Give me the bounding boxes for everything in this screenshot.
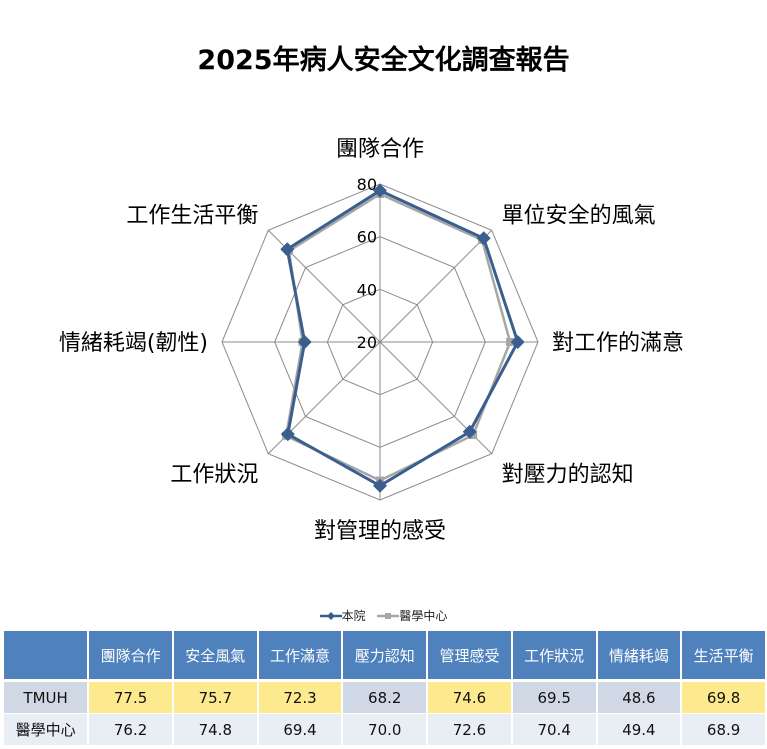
axis-label: 單位安全的風氣	[502, 203, 656, 228]
axis-label: 情緒耗竭(韌性)	[59, 331, 208, 356]
table-cell: 49.4	[597, 714, 681, 745]
column-header: 管理感受	[428, 631, 511, 682]
table-cell: 68.9	[682, 714, 765, 745]
tick-label: 40	[357, 280, 377, 299]
row-label: 醫學中心	[4, 714, 88, 745]
table-cell: 69.4	[258, 714, 342, 745]
data-point	[373, 183, 387, 198]
axis-label: 工作狀況	[170, 463, 258, 488]
legend: 本院 醫學中心	[0, 607, 767, 624]
table-cell: 77.5	[89, 682, 172, 714]
tick-label: 60	[357, 228, 377, 247]
column-header: 情緒耗竭	[597, 631, 681, 682]
table-cell: 69.5	[512, 682, 596, 714]
table-cell: 74.6	[428, 682, 511, 714]
data-point	[373, 478, 387, 493]
table-cell: 74.8	[173, 714, 257, 745]
axis-label: 團隊合作	[336, 137, 424, 162]
table-cell: 48.6	[597, 682, 681, 714]
table-row: TMUH 77.5 75.7 72.3 68.2 74.6 69.5 48.6 69.8	[4, 682, 765, 714]
column-header: 團隊合作	[89, 631, 172, 682]
axis-label: 對工作的滿意	[552, 331, 684, 356]
legend-label: 醫學中心	[399, 609, 448, 623]
table-cell: 70.4	[512, 714, 596, 745]
axis-label: 工作生活平衡	[126, 203, 258, 228]
data-point	[280, 427, 295, 442]
column-header: 生活平衡	[682, 631, 765, 682]
table-cell: 72.3	[258, 682, 342, 714]
table-cell: 72.6	[428, 714, 511, 745]
legend-item-tmuh: 本院	[319, 607, 366, 624]
table-header-row: 團隊合作 安全風氣 工作滿意 壓力認知 管理感受 工作狀況 情緒耗竭 生活平衡	[4, 631, 765, 682]
legend-item-medical-center: 醫學中心	[377, 607, 447, 624]
diamond-line-icon	[319, 611, 342, 620]
data-point	[510, 335, 525, 349]
data-point	[476, 231, 491, 246]
data-point	[462, 424, 477, 439]
data-point	[506, 338, 515, 346]
legend-label: 本院	[341, 609, 366, 623]
table-cell: 76.2	[89, 714, 172, 745]
table-cell: 68.2	[343, 682, 427, 714]
axis-label: 對壓力的認知	[502, 463, 634, 488]
column-header: 工作狀況	[512, 631, 596, 682]
tick-label: 20	[357, 333, 377, 352]
table-cell: 69.8	[682, 682, 765, 714]
tick-label: 80	[357, 175, 377, 194]
chart-title: 2025年病人安全文化調查報告	[197, 45, 570, 76]
row-label: TMUH	[4, 682, 88, 714]
column-header: 安全風氣	[173, 631, 257, 682]
table-row: 醫學中心 76.2 74.8 69.4 70.0 72.6 70.4 49.4 68.9	[4, 714, 765, 745]
column-header	[4, 631, 88, 682]
data-table: 團隊合作 安全風氣 工作滿意 壓力認知 管理感受 工作狀況 情緒耗竭 生活平衡 TMUH 77.…	[2, 631, 767, 745]
table-cell: 75.7	[173, 682, 257, 714]
table-cell: 70.0	[343, 714, 427, 745]
grid-spoke	[379, 229, 493, 343]
axis-label: 對管理的感受	[314, 519, 446, 544]
column-header: 壓力認知	[343, 631, 427, 682]
column-header: 工作滿意	[258, 631, 342, 682]
data-point	[280, 242, 295, 257]
square-line-icon	[377, 612, 400, 619]
data-point	[297, 335, 312, 349]
